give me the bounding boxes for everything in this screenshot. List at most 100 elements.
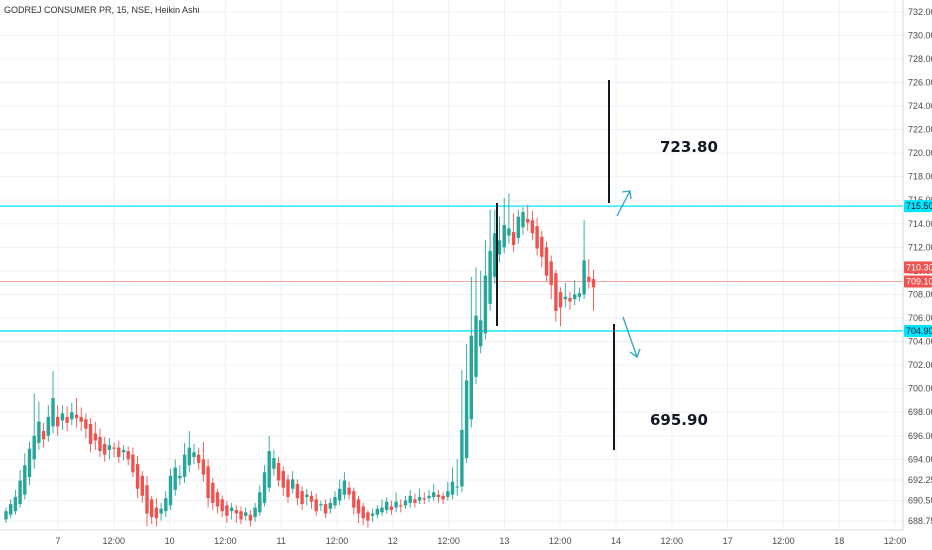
candle-body [41, 431, 46, 440]
candle-body [511, 232, 516, 245]
candle-body [295, 484, 300, 499]
candle-body [544, 247, 549, 276]
candle-body [342, 480, 347, 495]
candle-body [27, 448, 32, 477]
candle-body [126, 451, 130, 460]
candle-body [98, 436, 102, 452]
candle-body [469, 335, 473, 420]
y-tick-label: 700.00 [908, 384, 932, 394]
price-tag-bg [904, 275, 932, 288]
y-tick-label: 718.00 [908, 172, 932, 182]
candle-body [13, 497, 18, 512]
candle-body [159, 508, 163, 514]
candle-body [46, 416, 50, 436]
candle-body [276, 462, 281, 481]
x-tick-label: 7 [55, 536, 60, 546]
candle-body [131, 454, 135, 473]
candle-body [347, 487, 351, 495]
candle-body [577, 293, 582, 297]
candle-body [338, 488, 342, 501]
candle-body [413, 499, 417, 503]
x-tick-label: 12:00 [437, 536, 460, 546]
y-tick-label: 724.00 [908, 101, 932, 111]
candle-body [427, 495, 431, 499]
annotation-target-high: 723.80 [660, 138, 718, 156]
candle-body [23, 465, 27, 495]
x-tick-label: 12 [388, 536, 398, 546]
candle-body [483, 275, 488, 334]
candle-body [93, 433, 97, 441]
price-axis[interactable]: 688.75 690.50 692.25 694.00 696.00 698.00 700.… [902, 0, 932, 530]
candle-body [248, 514, 253, 521]
candle-body [168, 475, 173, 506]
y-tick-label: 726.00 [908, 77, 932, 87]
horizontal-lines [0, 205, 903, 332]
candle-body [535, 226, 539, 249]
candle-body [220, 499, 224, 512]
candle-body [253, 507, 257, 518]
x-tick-label: 11 [277, 536, 286, 546]
candle-body [56, 416, 60, 427]
candle-body [375, 508, 379, 515]
y-tick-label: 728.00 [908, 54, 932, 64]
candle-body [403, 500, 408, 506]
candle-body [107, 445, 112, 450]
price-tag-label: 704.90 [906, 326, 932, 336]
candle-body [549, 261, 553, 286]
x-tick-label: 12:00 [884, 536, 907, 546]
candle-body [370, 513, 375, 516]
candle-body [305, 494, 309, 498]
y-tick-label: 696.00 [908, 431, 932, 441]
candle-body [65, 416, 69, 423]
candle-body [272, 458, 276, 469]
candle-body [573, 294, 577, 300]
time-axis[interactable]: 7 12:00 10 12:00 11 12:00 12 12:00 13 12:00 14 12:0… [0, 529, 907, 546]
x-tick-label: 12:00 [549, 536, 572, 546]
annotation-target-low: 695.90 [650, 411, 708, 429]
price-tag-label: 710.30 [906, 262, 932, 272]
down-arrow-icon [622, 316, 641, 359]
candle-body [563, 296, 567, 300]
price-tag-label: 709.10 [906, 276, 932, 286]
candle-body [32, 435, 36, 460]
y-tick-label: 720.00 [908, 148, 932, 158]
candle-body [60, 413, 65, 421]
candle-body [455, 486, 459, 488]
up-arrow-icon [616, 190, 632, 217]
candle-body [197, 454, 201, 463]
y-tick-label: 694.00 [908, 454, 932, 464]
candle-body [587, 276, 591, 282]
candle-body [135, 464, 140, 489]
candle-body [150, 499, 154, 518]
candle-body [417, 497, 422, 501]
drawings: 723.80 695.90 [496, 80, 718, 450]
candle-body [389, 506, 394, 510]
candle-body [497, 240, 502, 255]
candle-body [380, 507, 384, 513]
y-tick-label: 690.50 [908, 496, 932, 506]
candle-body [140, 475, 144, 496]
candle-body [117, 447, 121, 457]
y-tick-label: 698.00 [908, 407, 932, 417]
y-tick-label: 714.00 [908, 219, 932, 229]
candle-body [164, 498, 168, 512]
candle-body [201, 459, 206, 475]
candle-body [229, 507, 234, 512]
candle-body [558, 292, 563, 308]
candle-body [211, 482, 215, 503]
candle-body [9, 504, 13, 515]
candle-body [385, 501, 389, 510]
y-tick-label: 732.00 [908, 7, 932, 17]
candle-body [361, 506, 365, 519]
y-tick-label: 702.00 [908, 360, 932, 370]
candle-body [121, 449, 126, 453]
x-tick-label: 13 [499, 536, 509, 546]
price-tag-bg [904, 324, 932, 337]
candle-body [582, 260, 586, 295]
y-tick-label: 692.25 [908, 475, 932, 485]
candle-body [309, 495, 314, 502]
candle-body [18, 480, 22, 505]
price-tag-bg [904, 261, 932, 274]
candle-body [493, 233, 497, 277]
